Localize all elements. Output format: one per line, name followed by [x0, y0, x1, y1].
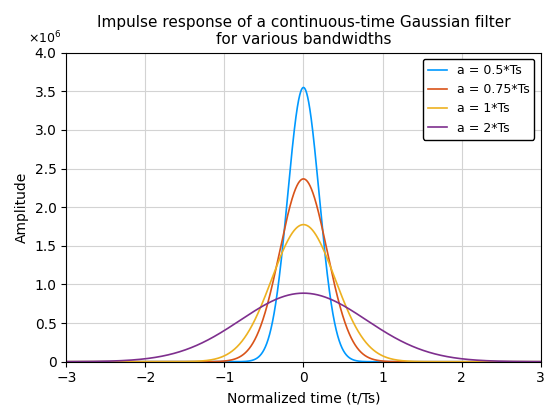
- a = 0.75*Ts: [121, 359, 128, 364]
- a = 1*Ts: [300, 222, 307, 227]
- a = 2*Ts: [514, 359, 521, 364]
- a = 2*Ts: [493, 359, 500, 364]
- Text: $\times10^6$: $\times10^6$: [29, 30, 62, 47]
- a = 0.5*Ts: [365, 359, 372, 364]
- a = 0.5*Ts: [121, 359, 128, 364]
- a = 2*Ts: [537, 359, 544, 364]
- a = 0.75*Ts: [514, 359, 521, 364]
- Line: a = 0.5*Ts: a = 0.5*Ts: [66, 87, 540, 362]
- a = 0.5*Ts: [313, 161, 320, 166]
- a = 0.75*Ts: [74, 359, 81, 364]
- Line: a = 0.75*Ts: a = 0.75*Ts: [66, 179, 540, 362]
- a = 1*Ts: [121, 359, 128, 364]
- a = 2*Ts: [63, 359, 69, 364]
- Title: Impulse response of a continuous-time Gaussian filter
for various bandwidths: Impulse response of a continuous-time Ga…: [97, 15, 510, 47]
- Y-axis label: Amplitude: Amplitude: [15, 172, 29, 243]
- a = 1*Ts: [74, 359, 81, 364]
- a = 0.75*Ts: [493, 359, 500, 364]
- Line: a = 1*Ts: a = 1*Ts: [66, 225, 540, 362]
- a = 1*Ts: [537, 359, 544, 364]
- a = 0.75*Ts: [300, 176, 307, 181]
- a = 2*Ts: [313, 292, 320, 297]
- Legend: a = 0.5*Ts, a = 0.75*Ts, a = 1*Ts, a = 2*Ts: a = 0.5*Ts, a = 0.75*Ts, a = 1*Ts, a = 2…: [423, 59, 534, 140]
- a = 0.5*Ts: [493, 359, 500, 364]
- a = 2*Ts: [121, 358, 128, 363]
- a = 1*Ts: [514, 359, 521, 364]
- a = 2*Ts: [365, 319, 372, 324]
- a = 0.75*Ts: [365, 355, 372, 360]
- a = 0.75*Ts: [63, 359, 69, 364]
- a = 0.5*Ts: [63, 359, 69, 364]
- a = 0.75*Ts: [537, 359, 544, 364]
- a = 1*Ts: [63, 359, 69, 364]
- a = 0.5*Ts: [514, 359, 521, 364]
- a = 1*Ts: [493, 359, 500, 364]
- a = 2*Ts: [74, 359, 81, 364]
- Line: a = 2*Ts: a = 2*Ts: [66, 293, 540, 362]
- a = 0.5*Ts: [74, 359, 81, 364]
- a = 0.5*Ts: [537, 359, 544, 364]
- a = 0.75*Ts: [313, 201, 320, 206]
- a = 0.5*Ts: [300, 85, 307, 90]
- a = 1*Ts: [365, 343, 372, 348]
- a = 2*Ts: [300, 291, 307, 296]
- a = 1*Ts: [313, 233, 320, 238]
- X-axis label: Normalized time (t/Ts): Normalized time (t/Ts): [227, 391, 380, 405]
